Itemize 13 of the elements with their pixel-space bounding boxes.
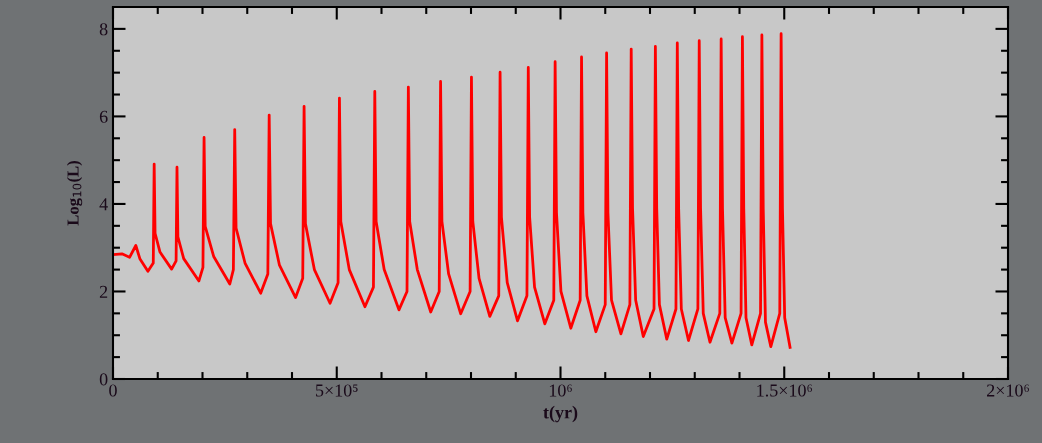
y-tick-label: 8 — [99, 23, 108, 36]
y-tick-label: 6 — [99, 110, 108, 123]
y-tick-label: 0 — [99, 373, 108, 386]
x-tick-label: 1.5×10⁶ — [757, 384, 812, 397]
x-axis-title: t(yr) — [543, 405, 578, 423]
y-tick-label: 2 — [99, 285, 108, 298]
x-tick-label: 2×10⁶ — [987, 384, 1029, 397]
y-axis-title: Log$_{10}$(L) — [66, 161, 83, 226]
x-tick-label: 5×10⁵ — [316, 384, 358, 397]
y-tick-label: 4 — [99, 198, 108, 211]
x-tick-label: 0 — [109, 384, 117, 397]
x-tick-label: 10⁶ — [549, 384, 572, 397]
line-series — [113, 32, 792, 349]
